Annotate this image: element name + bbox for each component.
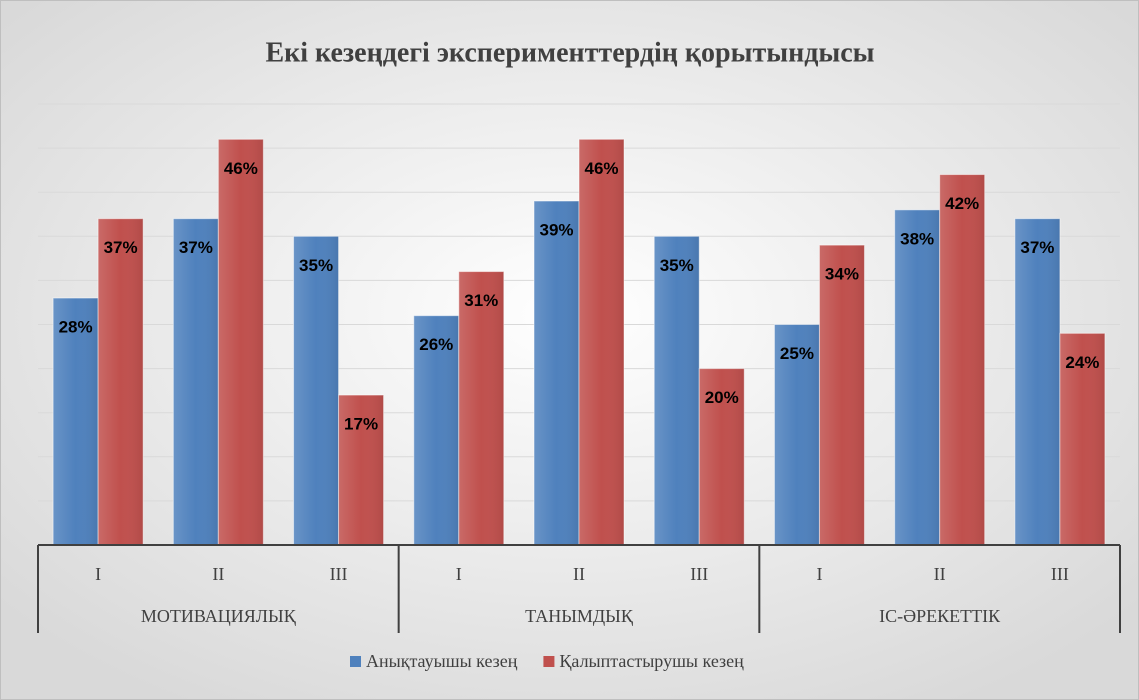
data-label: 35% [660,256,694,275]
data-label: 37% [179,238,213,257]
x-tick-label: III [330,564,348,584]
bar [818,244,865,546]
x-tick-label: III [690,564,708,584]
x-tick-label: I [95,564,101,584]
bar [533,200,580,546]
data-label: 28% [59,318,93,337]
data-label: 25% [780,344,814,363]
x-tick-label: I [816,564,822,584]
data-label: 31% [464,291,498,310]
data-label: 46% [224,159,258,178]
x-tick-label: I [456,564,462,584]
data-label: 34% [825,265,859,284]
data-label: 17% [344,415,378,434]
chart-title: Екі кезеңдегі эксперименттердің қорытынд… [265,37,874,68]
bar [458,271,505,546]
legend-label: Анықтауышы кезең [366,651,518,671]
data-label: 42% [945,194,979,213]
data-label: 46% [584,159,618,178]
data-label: 38% [900,229,934,248]
bar [578,138,625,546]
bar [1014,218,1061,546]
bar [172,218,219,546]
group-label: МОТИВАЦИЯЛЫҚ [141,606,297,626]
bar [653,235,700,546]
legend-swatch [543,656,555,667]
legend-swatch [350,656,361,667]
data-label: 37% [104,238,138,257]
data-label: 26% [419,335,453,354]
data-label: 24% [1065,353,1099,372]
group-label: ТАНЫМДЫҚ [525,606,634,626]
legend-label: Қалыптастырушы кезең [559,651,744,671]
x-tick-label: II [934,564,946,584]
x-tick-label: III [1051,564,1069,584]
bar [894,209,941,546]
x-tick-label: II [573,564,585,584]
data-label: 39% [539,221,573,240]
x-tick-label: II [212,564,224,584]
bar [939,174,986,546]
data-label: 20% [705,388,739,407]
data-label: 37% [1020,238,1054,257]
group-label: ІС-ӘРЕКЕТТІК [879,606,1001,626]
bar [293,235,340,546]
bar [217,138,264,546]
data-label: 35% [299,256,333,275]
bar [97,218,144,546]
